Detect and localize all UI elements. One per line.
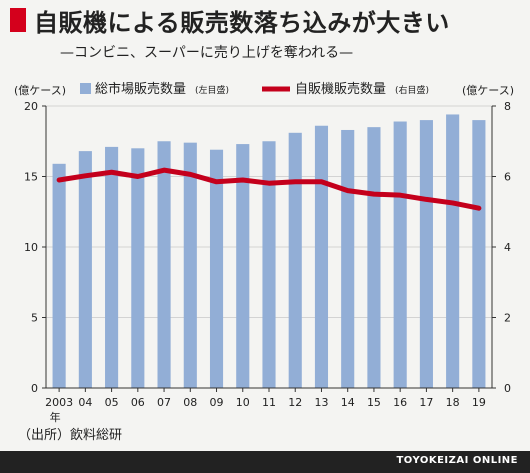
right-tick-label: 2 <box>504 312 511 325</box>
line-point <box>452 202 454 204</box>
bar <box>209 149 224 388</box>
line-point <box>373 193 375 195</box>
bar <box>419 120 433 388</box>
bar <box>393 121 407 388</box>
right-tick-label: 6 <box>504 171 511 184</box>
bar-series <box>52 114 486 389</box>
chart-subtitle: —コンビニ、スーパーに売り上げを奪われる— <box>60 45 354 61</box>
x-tick-label: 09 <box>210 396 224 409</box>
legend-line-note: (右目盛) <box>395 84 429 96</box>
line-point <box>163 169 165 171</box>
legend: 総市場販売数量 (左目盛) 自販機販売数量 (右目盛) <box>80 81 429 97</box>
x-tick-label: 11 <box>262 396 276 409</box>
bar <box>341 129 355 388</box>
x-axis-suffix: 年 <box>50 410 61 424</box>
bar <box>288 132 302 388</box>
line-point <box>137 176 139 177</box>
line-point <box>478 207 480 209</box>
line-point <box>399 194 401 196</box>
bar <box>157 141 171 388</box>
x-tick-label: 10 <box>236 396 250 409</box>
legend-bar-note: (左目盛) <box>195 84 229 96</box>
x-tick-label: 08 <box>183 396 197 409</box>
bar <box>105 146 119 388</box>
bar <box>52 163 66 388</box>
line-point <box>216 181 218 183</box>
left-tick-label: 15 <box>24 171 38 184</box>
line-point <box>425 198 427 200</box>
right-tick-label: 8 <box>504 100 511 113</box>
x-tick-label: 04 <box>78 396 92 409</box>
left-tick-label: 10 <box>24 241 38 254</box>
x-tick-label: 15 <box>367 396 381 409</box>
x-tick-label: 16 <box>393 396 407 409</box>
line-point <box>320 181 322 183</box>
x-tick-label: 05 <box>105 396 119 409</box>
line-point <box>189 173 191 175</box>
x-tick-label: 13 <box>314 396 328 409</box>
bar <box>262 141 276 388</box>
bar <box>131 148 145 388</box>
bar <box>446 114 460 389</box>
line-point <box>294 181 296 183</box>
line-point <box>268 182 270 184</box>
title-marker <box>10 8 26 32</box>
left-tick-label: 20 <box>24 100 38 113</box>
right-tick-label: 4 <box>504 241 511 254</box>
source-note: （出所）飲料総研 <box>18 428 123 443</box>
line-series <box>56 167 482 211</box>
x-tick-label: 19 <box>472 396 486 409</box>
x-tick-label: 07 <box>157 396 171 409</box>
line-point <box>58 179 60 181</box>
x-tick-label: 2003 <box>45 396 73 409</box>
right-axis-unit: (億ケース) <box>462 84 514 97</box>
bar <box>314 125 329 389</box>
chart-title: 自販機による販売数落ち込みが大きい <box>34 9 450 37</box>
legend-bar-label: 総市場販売数量 <box>95 81 186 97</box>
left-axis-unit: (億ケース) <box>14 84 66 97</box>
line-point <box>347 190 349 192</box>
bar <box>78 151 92 388</box>
right-tick-label: 0 <box>504 382 511 395</box>
left-tick-label: 0 <box>31 382 38 395</box>
line-point <box>84 175 86 177</box>
footer-bar: TOYOKEIZAI ONLINE <box>0 451 530 473</box>
bar <box>367 127 381 389</box>
x-tick-label: 06 <box>131 396 145 409</box>
left-tick-label: 5 <box>31 312 38 325</box>
bar <box>183 142 197 388</box>
line-point <box>242 179 244 181</box>
legend-line-label: 自販機販売数量 <box>295 81 386 97</box>
x-tick-label: 18 <box>446 396 460 409</box>
bar <box>472 120 486 388</box>
legend-bar-swatch <box>80 83 91 94</box>
line-point <box>111 171 113 173</box>
bar <box>236 144 250 388</box>
x-tick-label: 14 <box>341 396 355 409</box>
footer-credit: TOYOKEIZAI ONLINE <box>396 455 518 466</box>
x-tick-label: 12 <box>288 396 302 409</box>
x-tick-label: 17 <box>419 396 433 409</box>
